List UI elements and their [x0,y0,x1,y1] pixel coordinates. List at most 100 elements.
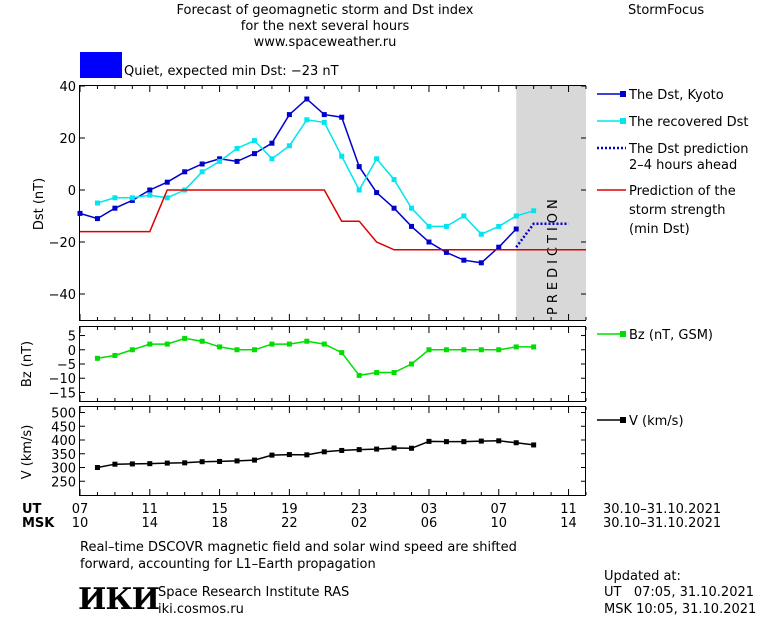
legend-v: V (km/s) [629,414,684,429]
dst-series-1-point [147,192,153,198]
institute-site-link[interactable]: iki.cosmos.ru [158,602,244,617]
footer-note-line1: Real–time DSCOVR magnetic field and sola… [80,540,517,555]
bz-ytick-label: 5 [68,330,76,345]
prediction-region [516,86,586,320]
dst-series-1-point [426,223,432,229]
dst-series-1-point [199,169,205,175]
dst-series-0-point [286,112,292,118]
bz-series-0-point [461,347,467,353]
legend-dst-kyoto: The Dst, Kyoto [628,88,724,103]
bz-series-0-point [251,347,257,353]
bz-series-0-point [94,355,100,361]
dst-series-0-point [164,179,170,185]
v-series-0-point [286,452,292,458]
ut-tick-label: 03 [421,502,438,517]
v-series-0-point [513,440,519,446]
site-link[interactable]: www.spaceweather.ru [253,35,397,50]
dst-axis-title: Dst (nT) [32,178,47,230]
bz-series-0-point [199,338,205,344]
dst-axis-ticks: 40 20 0 −20 −40 [49,80,587,320]
chart-title-line2: for the next several hours [240,19,410,34]
v-series-0-point [478,438,484,444]
legend-storm-1: Prediction of the [629,184,736,199]
institute-name: Space Research Institute RAS [158,585,350,600]
updated-msk: MSK 10:05, 31.10.2021 [604,602,757,617]
brand-label: StormFocus [628,3,705,18]
v-series-0-point [112,461,118,467]
footer-note-line2: forward, accounting for L1–Earth propaga… [80,557,376,572]
dst-series-0-point [199,161,205,167]
bz-series-0-point [321,341,327,347]
dst-series-0-point [513,226,519,232]
dst-series-1-point [269,156,275,162]
ut-tick-label: 07 [72,502,89,517]
dst-series-0-point [147,187,153,193]
status-text: Quiet, expected min Dst: −23 nT [124,64,339,79]
date-range-ut: 30.10–31.10.2021 [603,502,721,517]
legend-dst-kyoto-marker [620,91,626,97]
bz-series-0-point [513,344,519,350]
dst-series-1-point [339,153,345,159]
v-series-0-point [147,461,153,467]
v-series-0-point [391,445,397,451]
dst-series-0-point [182,169,188,175]
dst-panel-frame [79,85,586,321]
bz-panel-frame [79,326,586,402]
dst-series-0-point [94,216,100,222]
dst-series-0-point [478,260,484,266]
dst-series-0-point [496,244,502,250]
bz-series-0-point [234,347,240,353]
bz-series-0-point [339,350,345,356]
v-series-0-point [356,447,362,453]
v-ytick-label: 300 [51,462,76,477]
v-series-0-point [129,461,135,467]
dst-series-0-point [304,96,310,102]
dst-series-0-point [426,239,432,245]
v-series-0-point [496,438,502,444]
v-series-0-point [321,449,327,455]
v-series-0-point [409,445,415,451]
dst-series-1-point [374,156,380,162]
ut-tick-label: 07 [490,502,507,517]
legend-v-marker [620,417,626,423]
dst-series-0-point [443,249,449,255]
dst-series-1-point [304,117,310,123]
dst-series-1-point [94,200,100,206]
dst-series-1-line [97,118,534,236]
ut-row-label: UT [22,502,42,517]
ut-tick-label: 15 [211,502,228,517]
v-ytick-label: 500 [51,407,76,422]
bz-axis-ticks: 50−5−10−15 [49,327,587,401]
dst-series-1-point [391,177,397,183]
bz-series-0-point [443,347,449,353]
legend-bz: Bz (nT, GSM) [629,328,713,343]
dst-ytick-label: −40 [49,288,76,303]
msk-tick-label: 10 [490,516,507,531]
v-series-0-point [217,458,223,464]
msk-tick-label: 02 [351,516,368,531]
updated-ut: UT 07:05, 31.10.2021 [604,585,755,600]
ut-tick-label: 19 [281,502,298,517]
dst-series-1-point [286,143,292,149]
v-series-0-point [374,446,380,452]
v-series-0-point [182,460,188,466]
legend-bz-marker [620,331,626,337]
dst-ytick-label: −20 [49,236,76,251]
updated-label: Updated at: [604,569,681,584]
bz-series-0-point [426,347,432,353]
v-series-0-point [339,447,345,453]
v-series-0-point [531,442,537,448]
bz-series-0-point [409,361,415,367]
dst-series-0-point [251,151,257,157]
series-layer [77,96,586,470]
dst-series-1-point [478,231,484,237]
dst-series-0-point [217,156,223,162]
dst-series-0-point [409,223,415,229]
bz-series-0-point [374,370,380,376]
dst-series-1-point [234,145,240,151]
dst-series-1-point [356,187,362,193]
bz-series-0-point [112,352,118,358]
dst-series-0-point [269,140,275,146]
bz-series-0-point [356,372,362,378]
date-range-msk: 30.10–31.10.2021 [603,516,721,531]
